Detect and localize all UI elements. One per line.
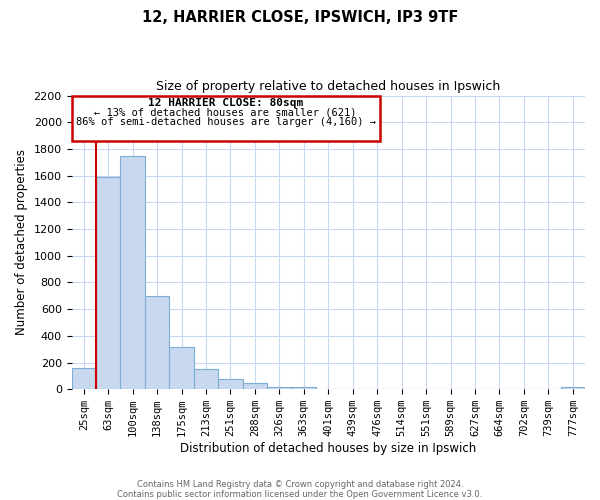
Text: ← 13% of detached houses are smaller (621): ← 13% of detached houses are smaller (62… (94, 108, 357, 118)
Bar (242, 383, 267, 389)
FancyBboxPatch shape (71, 96, 380, 141)
Text: Contains HM Land Registry data © Crown copyright and database right 2024.: Contains HM Land Registry data © Crown c… (137, 480, 463, 489)
Text: 12 HARRIER CLOSE: 80sqm: 12 HARRIER CLOSE: 80sqm (148, 98, 303, 108)
Title: Size of property relative to detached houses in Ipswich: Size of property relative to detached ho… (156, 80, 500, 93)
Y-axis label: Number of detached properties: Number of detached properties (15, 150, 28, 336)
Text: Contains public sector information licensed under the Open Government Licence v3: Contains public sector information licen… (118, 490, 482, 499)
X-axis label: Distribution of detached houses by size in Ipswich: Distribution of detached houses by size … (180, 442, 476, 455)
Bar (218, 378, 242, 389)
Bar (71, 368, 96, 389)
Bar (560, 387, 585, 389)
Bar (121, 156, 145, 389)
Bar (292, 387, 316, 389)
Text: 12, HARRIER CLOSE, IPSWICH, IP3 9TF: 12, HARRIER CLOSE, IPSWICH, IP3 9TF (142, 10, 458, 25)
Text: 86% of semi-detached houses are larger (4,160) →: 86% of semi-detached houses are larger (… (76, 116, 376, 126)
Bar (96, 177, 121, 389)
Bar (194, 368, 218, 389)
Bar (169, 347, 194, 389)
Bar (145, 296, 169, 389)
Bar (267, 386, 292, 389)
